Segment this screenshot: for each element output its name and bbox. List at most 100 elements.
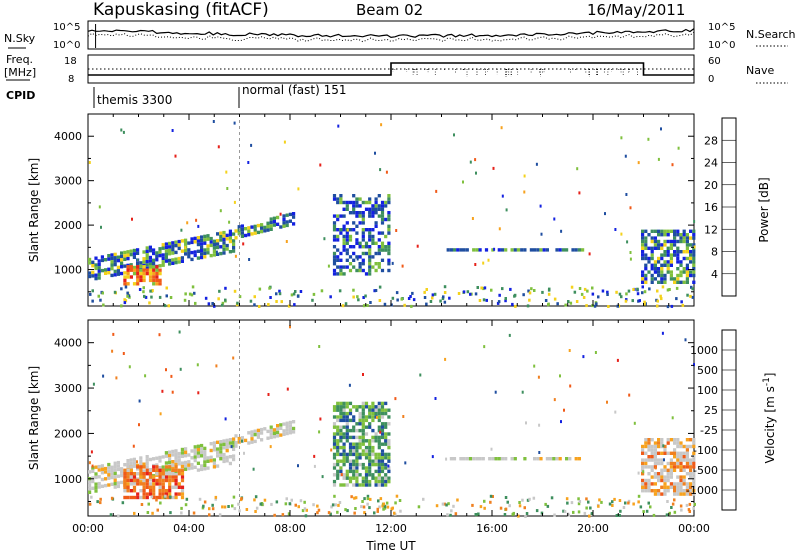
echo-cell	[679, 475, 683, 479]
echo-cell	[374, 262, 378, 266]
echo-cell	[650, 273, 654, 278]
echo-cell	[368, 445, 372, 450]
echo-cell	[161, 455, 165, 459]
echo-cell	[660, 458, 664, 462]
echo-cell	[164, 242, 168, 246]
echo-cell	[91, 476, 95, 480]
ground-scatter-cell	[665, 513, 669, 517]
ground-scatter-cell	[366, 502, 369, 506]
echo-cell	[123, 275, 127, 279]
echo-cell	[387, 197, 391, 201]
echo-cell	[692, 441, 696, 445]
noise-cell	[233, 121, 236, 125]
echo-cell	[200, 238, 204, 243]
y-tick-label: 1000	[54, 264, 82, 277]
ground-scatter-cell	[395, 494, 399, 498]
ground-scatter-cell	[606, 293, 609, 296]
echo-cell	[657, 243, 661, 247]
echo-cell	[332, 452, 337, 457]
ground-scatter-cell	[99, 497, 102, 501]
echo-cell	[352, 200, 356, 205]
echo-cell	[647, 233, 651, 237]
echo-cell	[358, 415, 362, 419]
echo-cell	[97, 481, 101, 486]
echo-cell	[679, 492, 683, 496]
echo-cell	[142, 250, 146, 254]
echo-cell	[237, 231, 241, 236]
echo-cell	[200, 454, 204, 458]
echo-cell	[129, 475, 133, 479]
echo-cell	[97, 266, 101, 270]
ground-scatter-cell	[124, 285, 128, 289]
echo-cell	[332, 214, 337, 218]
echo-cell	[88, 274, 92, 279]
echo-cell	[139, 261, 143, 265]
ground-scatter-cell	[532, 496, 536, 500]
ground-scatter-cell	[655, 298, 658, 302]
velocity-colorbar-label-sup: -1	[762, 377, 772, 386]
echo-cell	[669, 263, 673, 267]
ground-scatter-cell	[570, 285, 574, 289]
echo-cell	[88, 271, 92, 275]
echo-cell	[148, 245, 152, 249]
ground-scatter-cell	[641, 291, 644, 295]
echo-cell	[641, 465, 645, 469]
noise-cell	[505, 208, 508, 212]
echo-cell	[666, 489, 670, 493]
ground-scatter-cell	[366, 497, 370, 501]
noise-cell	[379, 168, 382, 172]
echo-cell	[155, 465, 159, 469]
echo-cell	[222, 237, 226, 242]
echo-cell	[187, 463, 191, 467]
echo-cell	[132, 485, 137, 489]
ground-scatter-cell	[126, 291, 129, 295]
echo-cell	[88, 470, 92, 474]
ground-scatter-cell	[627, 499, 631, 503]
echo-cell	[653, 270, 657, 274]
ground-scatter-cell	[656, 289, 659, 293]
echo-cell	[647, 256, 651, 261]
echo-cell	[171, 261, 175, 265]
echo-cell	[449, 457, 453, 461]
cpid-segment-1: themis 3300	[97, 93, 172, 107]
noise-cell	[286, 387, 289, 391]
echo-cell	[225, 445, 229, 449]
echo-cell	[364, 469, 369, 474]
echo-cell	[200, 447, 204, 451]
echo-cell	[266, 436, 270, 440]
echo-cell	[364, 245, 369, 249]
noise-cell	[313, 454, 316, 458]
echo-cell	[374, 207, 378, 211]
echo-cell	[676, 489, 680, 493]
echo-cell	[368, 207, 372, 211]
echo-cell	[377, 231, 381, 235]
echo-cell	[139, 463, 143, 467]
echo-cell	[132, 478, 137, 483]
cpid-segment-2: normal (fast) 151	[242, 83, 346, 97]
echo-cell	[339, 194, 343, 198]
echo-cell	[644, 256, 648, 261]
noise-cell	[594, 351, 597, 354]
ground-scatter-cell	[363, 497, 366, 501]
echo-cell	[481, 457, 485, 461]
echo-cell	[136, 268, 140, 272]
noise-cell	[327, 264, 330, 268]
echo-cell	[682, 475, 686, 479]
echo-cell	[663, 492, 667, 496]
echo-cell	[663, 444, 667, 449]
ground-scatter-cell	[652, 513, 656, 517]
ground-scatter-cell	[641, 285, 644, 289]
echo-cell	[107, 469, 111, 474]
noise-cell	[435, 189, 438, 193]
ground-scatter-cell	[607, 305, 610, 308]
echo-cell	[180, 454, 184, 458]
ground-scatter-cell	[213, 304, 216, 308]
echo-cell	[641, 256, 645, 261]
echo-cell	[120, 470, 124, 474]
echo-cell	[177, 482, 181, 486]
echo-cell	[152, 468, 156, 472]
echo-cell	[647, 485, 651, 489]
echo-cell	[339, 439, 343, 443]
echo-cell	[164, 478, 169, 483]
freq-right-tick-top: 60	[708, 56, 721, 67]
